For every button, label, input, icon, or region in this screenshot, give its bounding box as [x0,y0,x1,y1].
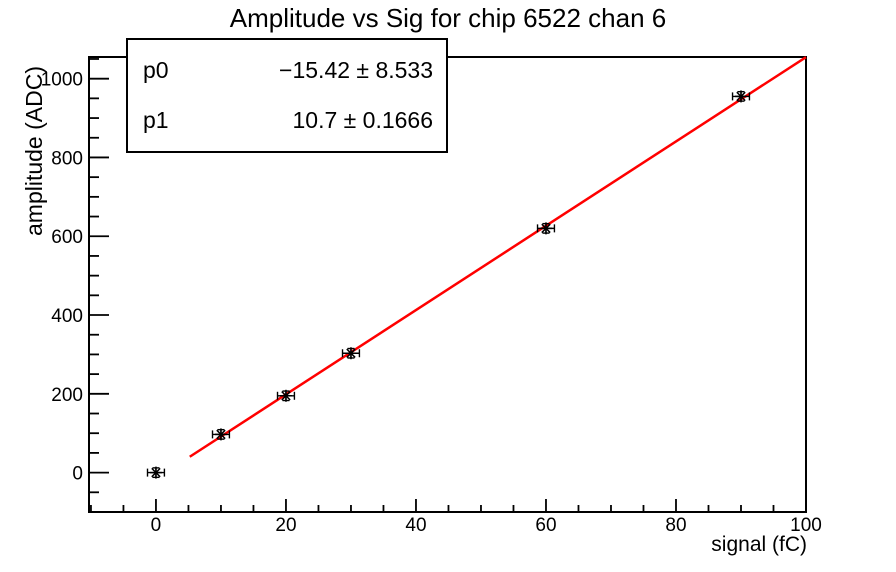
data-point [341,347,361,360]
stats-row-p1: p1 10.7 ± 0.1666 [143,107,433,134]
y-tick-label: 800 [51,148,83,169]
asterisk-marker [346,348,356,358]
chart-title: Amplitude vs Sig for chip 6522 chan 6 [229,3,667,33]
y-tick-label: 0 [72,464,83,485]
x-tick-label: 60 [535,515,556,536]
asterisk-marker [151,467,161,478]
asterisk-marker [216,429,226,440]
y-tick-label: 400 [51,306,83,327]
data-point [276,389,296,402]
param-p0-value: −15.42 ± 8.533 [279,57,433,84]
stats-row-p0: p0 −15.42 ± 8.533 [143,57,433,84]
param-p0-name: p0 [143,57,169,84]
y-tick-label: 1000 [41,70,83,91]
fit-stats-box: p0 −15.42 ± 8.533 p1 10.7 ± 0.1666 [126,38,448,153]
data-point [211,428,231,441]
y-tick-label: 200 [51,385,83,406]
asterisk-marker [281,391,291,401]
x-tick-label: 100 [790,515,822,536]
x-tick-label: 40 [405,515,426,536]
x-tick-label: 20 [275,515,296,536]
data-point [146,466,166,479]
data-point [536,222,556,235]
x-axis-title: signal (fC) [711,533,807,556]
asterisk-marker [541,223,551,234]
param-p1-value: 10.7 ± 0.1666 [292,106,433,133]
x-tick-label: 0 [151,515,162,536]
x-tick-label: 80 [665,515,686,536]
asterisk-marker [736,91,746,102]
param-p1-name: p1 [143,106,169,133]
fit-line [189,56,807,458]
y-tick-label: 600 [51,227,83,248]
data-point [731,90,751,103]
